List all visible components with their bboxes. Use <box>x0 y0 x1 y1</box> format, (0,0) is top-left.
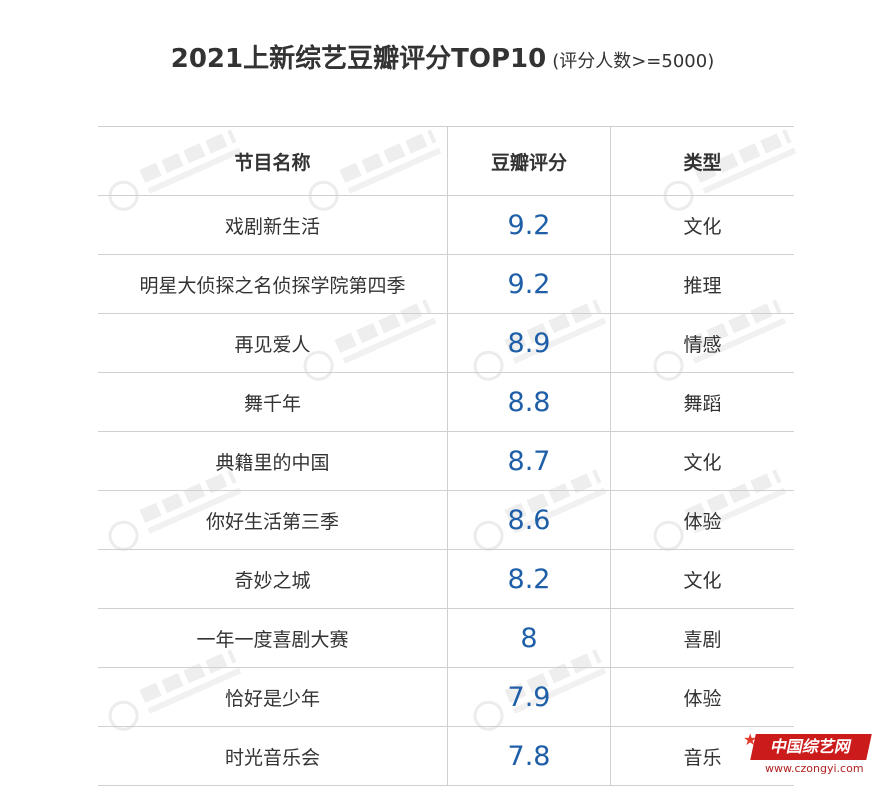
douban-score: 8.2 <box>447 549 611 609</box>
program-name: 再见爱人 <box>98 313 448 373</box>
header-program-name: 节目名称 <box>98 126 448 196</box>
chart-title: 2021上新综艺豆瓣评分TOP10 (评分人数>=5000) <box>0 38 885 75</box>
table-row: 再见爱人 8.9 情感 <box>98 313 794 373</box>
title-main: 2021上新综艺豆瓣评分TOP10 <box>170 44 547 74</box>
table-row: 舞千年 8.8 舞蹈 <box>98 372 794 432</box>
program-name: 舞千年 <box>98 372 448 432</box>
program-name: 你好生活第三季 <box>98 490 448 550</box>
table-row: 戏剧新生活 9.2 文化 <box>98 195 794 255</box>
douban-score: 8.8 <box>447 372 611 432</box>
program-type: 舞蹈 <box>610 372 794 432</box>
douban-score: 8.9 <box>447 313 611 373</box>
douban-score: 9.2 <box>447 254 611 314</box>
program-type: 情感 <box>610 313 794 373</box>
douban-score: 8 <box>447 608 611 668</box>
header-douban-score: 豆瓣评分 <box>447 126 611 196</box>
program-type: 喜剧 <box>610 608 794 668</box>
title-sub: (评分人数>=5000) <box>552 51 715 72</box>
table-row: 明星大侦探之名侦探学院第四季 9.2 推理 <box>98 254 794 314</box>
table-row: 奇妙之城 8.2 文化 <box>98 549 794 609</box>
ranking-table: 节目名称 豆瓣评分 类型 戏剧新生活 9.2 文化 明星大侦探之名侦探学院第四季… <box>98 126 794 786</box>
douban-score: 9.2 <box>447 195 611 255</box>
program-type: 体验 <box>610 667 794 727</box>
program-name: 典籍里的中国 <box>98 431 448 491</box>
program-type: 体验 <box>610 490 794 550</box>
program-name: 奇妙之城 <box>98 549 448 609</box>
site-logo: ★ 中国综艺网 www.czongyi.com <box>743 730 872 780</box>
program-name: 明星大侦探之名侦探学院第四季 <box>98 254 448 314</box>
program-type: 推理 <box>610 254 794 314</box>
header-type: 类型 <box>610 126 794 196</box>
logo-text: 中国综艺网 <box>750 734 872 760</box>
program-type: 文化 <box>610 195 794 255</box>
program-name: 恰好是少年 <box>98 667 448 727</box>
program-name: 一年一度喜剧大赛 <box>98 608 448 668</box>
table-header-row: 节目名称 豆瓣评分 类型 <box>98 126 794 196</box>
program-name: 时光音乐会 <box>98 726 448 786</box>
table-row: 典籍里的中国 8.7 文化 <box>98 431 794 491</box>
douban-score: 7.8 <box>447 726 611 786</box>
program-type: 文化 <box>610 431 794 491</box>
ranking-table-wrap: 节目名称 豆瓣评分 类型 戏剧新生活 9.2 文化 明星大侦探之名侦探学院第四季… <box>98 126 794 786</box>
douban-score: 7.9 <box>447 667 611 727</box>
program-type: 文化 <box>610 549 794 609</box>
douban-score: 8.7 <box>447 431 611 491</box>
logo-url: www.czongyi.com <box>765 762 864 775</box>
table-row: 你好生活第三季 8.6 体验 <box>98 490 794 550</box>
table-row: 恰好是少年 7.9 体验 <box>98 667 794 727</box>
douban-score: 8.6 <box>447 490 611 550</box>
table-row: 时光音乐会 7.8 音乐 <box>98 726 794 786</box>
program-name: 戏剧新生活 <box>98 195 448 255</box>
table-row: 一年一度喜剧大赛 8 喜剧 <box>98 608 794 668</box>
